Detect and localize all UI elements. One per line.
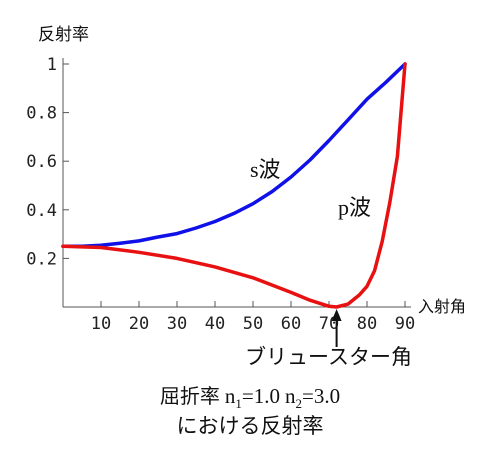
x-tick-label: 40 <box>205 314 225 334</box>
p-wave-line <box>61 62 407 309</box>
caption-n2: n2=3.0 <box>285 384 341 412</box>
caption-refractive-index-label: 屈折率 <box>159 384 220 408</box>
x-axis-label: 入射角 <box>418 297 466 316</box>
y-tick-label: 0.2 <box>26 249 57 269</box>
series-layer <box>61 62 407 309</box>
p-wave-label: p波 <box>338 195 371 220</box>
caption-n1: n1=1.0 <box>224 384 280 412</box>
x-ticks: 10 20 30 40 50 60 70 80 90 <box>91 301 415 334</box>
brewster-arrow <box>331 309 342 347</box>
x-tick-label: 80 <box>357 314 377 334</box>
x-tick-label: 30 <box>167 314 187 334</box>
y-tick-label: 0.6 <box>26 152 57 172</box>
axes <box>62 58 411 308</box>
y-tick-label: 1 <box>47 55 57 75</box>
x-tick-label: 90 <box>395 314 415 334</box>
x-tick-label: 10 <box>91 314 111 334</box>
brewster-angle-label: ブリュースター角 <box>245 345 412 369</box>
caption-reflectance: における反射率 <box>176 414 324 438</box>
x-tick-label: 50 <box>243 314 263 334</box>
y-ticks: 0.2 0.4 0.6 0.8 1 <box>26 55 69 269</box>
x-tick-label: 60 <box>281 314 301 334</box>
caption-refractive-index: 屈折率 n1=1.0 n2=3.0 <box>0 380 500 412</box>
y-tick-label: 0.8 <box>26 104 57 124</box>
reflectance-chart: 0.20.40.60.81 10 20 30 40 50 60 70 80 90 反射率 入射角… <box>26 25 466 369</box>
x-tick-label: 20 <box>129 314 149 334</box>
y-axis-label: 反射率 <box>38 25 89 45</box>
s-wave-label: s波 <box>250 157 281 182</box>
s-wave-line <box>61 62 407 249</box>
y-tick-label: 0.4 <box>26 201 57 221</box>
